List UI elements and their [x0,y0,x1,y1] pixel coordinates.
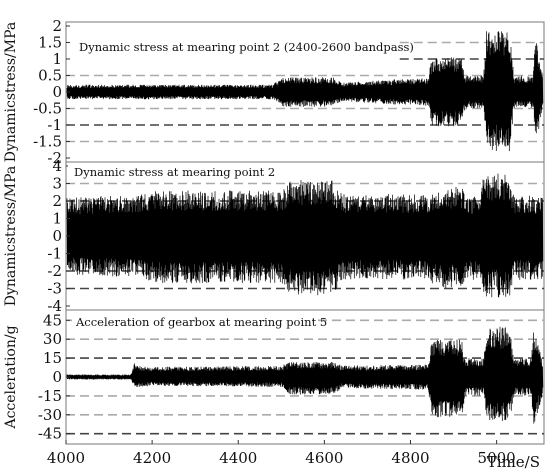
panel-1-title-backdrop [76,37,358,55]
panel-2-y-axis-label: Dynamicstress/MPa [3,166,19,306]
panel-1-y-tick-label: 0 [52,83,62,101]
panel-1-title: Dynamic stress at mearing point 2 (2400-… [79,40,414,54]
panel-2-y-tick-label: 1 [52,210,62,228]
x-tick-label: 5000 [478,449,516,467]
panel-3-y-tick-label: -15 [38,387,62,405]
x-tick-label: 4000 [47,449,85,467]
panel-2-y-tick-label: 2 [52,192,62,210]
panel-2-signal [66,173,544,298]
x-axis-ticks: 4000 4200 4400 4600 4800 5000 [47,440,516,467]
panel-3-y-axis-label: Acceleration/g [3,325,19,429]
x-tick-label: 4600 [305,449,343,467]
panel-3-title: Acceleration of gearbox at mearing point… [75,315,327,329]
panel-1-y-tick-label: -1.5 [33,133,62,151]
panel-1-y-tick-label: 2 [52,17,62,35]
panel-2-signal-trace [66,173,544,298]
panel-2-y-tick-label: 3 [52,175,62,193]
panel-2-y-tick-label: -3 [47,280,62,298]
x-axis-label: Time/S [487,453,540,471]
panel-1-y-ticks: 21.510.50-0.5-1-1.5-2 [33,17,70,167]
panel-2-y-tick-label: 4 [52,157,62,175]
panel-3-y-tick-label: 45 [43,311,62,329]
panel-1-y-axis-label: Dynamicstress/MPa [3,22,19,162]
panel-1-y-tick-label: 1.5 [38,34,62,52]
panel-1-signal [66,31,544,152]
panel-1-y-tick-label: 0.5 [38,67,62,85]
panel-3-signal-trace [66,326,544,424]
x-tick-label: 4400 [219,449,257,467]
panel-3-y-tick-label: -45 [38,425,62,443]
panel-1-signal-trace [66,31,544,152]
panel-1-y-tick-label: -1 [47,116,62,134]
panel-3-y-tick-label: 0 [52,368,62,386]
panel-1: 21.510.50-0.5-1-1.5-2 Dynamic stress at … [3,17,545,167]
panel-2-y-tick-label: 0 [52,227,62,245]
x-axis: 4000 4200 4400 4600 4800 5000 Time/S [47,440,540,471]
panel-2-y-tick-label: -2 [47,262,62,280]
panel-3-signal [66,326,544,424]
panel-3-y-tick-label: 15 [43,349,62,367]
panel-2-y-tick-label: -1 [47,245,62,263]
panel-1-y-tick-label: -0.5 [33,100,62,118]
x-tick-label: 4800 [391,449,429,467]
panel-3-y-tick-label: -30 [38,406,62,424]
panel-2-title: Dynamic stress at mearing point 2 [74,165,275,179]
x-tick-label: 4200 [133,449,171,467]
panel-3-y-tick-label: 30 [43,330,62,348]
panel-3-title-backdrop [72,313,312,330]
panel-2-y-tick-label: -4 [47,297,62,315]
panel-1-y-tick-label: 1 [52,50,62,68]
panel-2-title-backdrop [68,163,238,180]
panel-1-y-tick-label: -2 [47,149,62,167]
